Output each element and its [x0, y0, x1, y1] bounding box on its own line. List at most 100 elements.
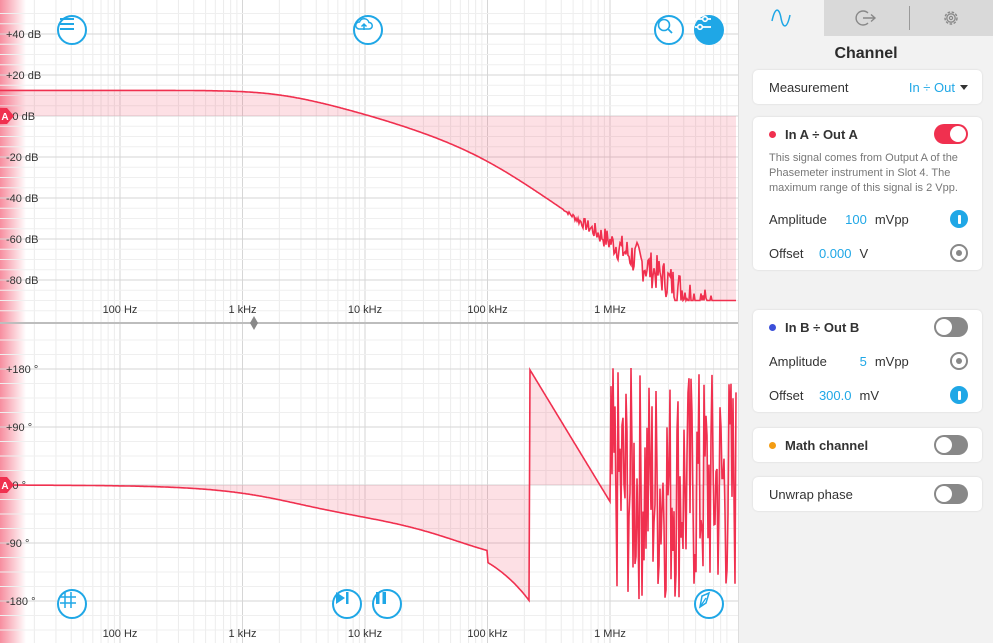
dial-icon [957, 214, 961, 224]
toggle-knob [950, 126, 966, 142]
magnitude-trace [0, 89, 736, 303]
phase-tick-label: -90 ° [6, 538, 29, 550]
unwrap-phase-card: Unwrap phase [753, 477, 982, 511]
phase-tick-label: -180 ° [6, 596, 35, 608]
phase-tick-label: +90 ° [6, 422, 32, 434]
bode-plot[interactable]: +40 dB +20 dB +0 dB -20 dB -40 dB -60 dB -80 d… [0, 0, 738, 643]
amplitude-unit: mVpp [874, 211, 909, 227]
tab-channel[interactable] [739, 0, 824, 36]
grid-icon [60, 592, 76, 608]
cursor-button[interactable] [694, 589, 724, 619]
frequency-tick-label: 1 kHz [228, 304, 256, 316]
toggle-knob [936, 486, 952, 502]
bode-plot-canvas[interactable]: +40 dB +20 dB +0 dB -20 dB -40 dB -60 dB -80 d… [0, 0, 738, 643]
channel-a-offset-control[interactable] [950, 244, 968, 262]
math-channel-color-dot [769, 441, 776, 449]
amplitude-label: Amplitude [769, 353, 827, 369]
channel-b-toggle[interactable] [934, 317, 968, 337]
measurement-label: Measurement [769, 79, 849, 95]
dial-icon [956, 358, 962, 364]
measurement-row: Measurement In ÷ Out [753, 70, 982, 104]
magnitude-tick-label: +40 dB [6, 29, 41, 41]
tab-settings[interactable] [908, 0, 993, 36]
channel-b-header: In B ÷ Out B [753, 310, 982, 344]
pause-button[interactable] [372, 589, 402, 619]
dial-icon [957, 390, 961, 400]
grid-button[interactable] [57, 589, 87, 619]
upload-button[interactable] [353, 15, 383, 45]
channel-a-toggle[interactable] [934, 124, 968, 144]
autoscale-icon [657, 18, 673, 34]
frequency-tick-label: 10 kHz [348, 304, 382, 316]
tab-output[interactable] [823, 0, 909, 36]
channel-a-marker-label: A [1, 112, 8, 123]
magnitude-tick-label: -80 dB [6, 275, 38, 287]
settings-button[interactable] [694, 15, 724, 45]
magnitude-tick-label: +20 dB [6, 70, 41, 82]
measurement-dropdown[interactable]: In ÷ Out [909, 80, 968, 95]
phase-trace [0, 366, 737, 603]
math-channel-title: Math channel [785, 437, 869, 453]
channel-a-amplitude-control[interactable] [950, 210, 968, 228]
channel-b-amplitude-input[interactable]: 5 [859, 353, 867, 369]
math-channel-toggle[interactable] [934, 435, 968, 455]
step-button[interactable] [332, 589, 362, 619]
channel-a-color-dot [769, 130, 776, 138]
channel-b-color-dot [769, 323, 776, 331]
channel-a-marker [0, 108, 14, 124]
magnitude-tick-label: -20 dB [6, 152, 38, 164]
amplitude-unit: mVpp [874, 353, 909, 369]
pause-icon [376, 592, 386, 604]
math-channel-card: Math channel [753, 428, 982, 462]
waveform-icon [771, 9, 792, 27]
chevron-down-icon [960, 84, 968, 90]
channel-a-amplitude-row: Amplitude 100 mVpp [753, 202, 982, 236]
phase-fill [0, 368, 736, 601]
frequency-tick-label: 100 Hz [103, 628, 138, 640]
channel-b-offset-control[interactable] [950, 386, 968, 404]
frequency-tick-label: 100 kHz [467, 628, 507, 640]
channel-a-title: In A ÷ Out A [785, 126, 858, 142]
sliders-icon [695, 15, 711, 31]
offset-label: Offset [769, 387, 804, 403]
frequency-tick-label: 100 Hz [103, 304, 138, 316]
channel-b-card: In B ÷ Out B Amplitude 5 mVpp Offset 300… [753, 310, 982, 412]
autoscale-button[interactable] [654, 15, 684, 45]
unwrap-phase-label: Unwrap phase [769, 486, 853, 502]
measurement-value: In ÷ Out [908, 79, 955, 95]
panel-tabs [739, 0, 993, 36]
unwrap-phase-toggle[interactable] [934, 484, 968, 504]
phase-tick-label: +180 ° [6, 364, 38, 376]
offset-label: Offset [769, 245, 804, 261]
channel-a-marker-label: A [1, 481, 8, 492]
skip-forward-icon [336, 592, 349, 604]
menu-icon [60, 18, 74, 30]
amplitude-label: Amplitude [769, 211, 827, 227]
unwrap-phase-row: Unwrap phase [753, 477, 982, 511]
channel-a-description: This signal comes from Output A of the P… [769, 152, 958, 194]
offset-unit: V [859, 245, 869, 261]
dial-icon [956, 250, 962, 256]
channel-a-amplitude-input[interactable]: 100 [845, 211, 867, 227]
channel-b-title: In B ÷ Out B [785, 319, 860, 335]
frequency-tick-label: 10 kHz [348, 628, 382, 640]
side-panel: Channel Measurement In ÷ Out In A ÷ Out … [738, 0, 993, 643]
tab-divider [909, 6, 910, 30]
frequency-tick-label: 1 MHz [594, 304, 626, 316]
output-icon [855, 10, 877, 26]
channel-a-offset-input[interactable]: 0.000 [818, 245, 852, 261]
channel-glow [0, 0, 26, 643]
channel-a-header: In A ÷ Out A [753, 117, 982, 151]
magnitude-fill [0, 90, 736, 301]
frequency-tick-label: 1 MHz [594, 628, 626, 640]
cursor-icon [698, 591, 711, 609]
magnitude-tick-label: -60 dB [6, 234, 38, 246]
menu-button[interactable] [57, 15, 87, 45]
cloud-upload-icon [355, 18, 373, 30]
divider-handle-icon [250, 316, 258, 330]
channel-b-offset-row: Offset 300.0 mV [753, 378, 982, 412]
channel-b-offset-input[interactable]: 300.0 [818, 387, 852, 403]
magnitude-tick-label: +0 dB [6, 111, 35, 123]
channel-a-marker [0, 477, 14, 493]
channel-b-amplitude-control[interactable] [950, 352, 968, 370]
